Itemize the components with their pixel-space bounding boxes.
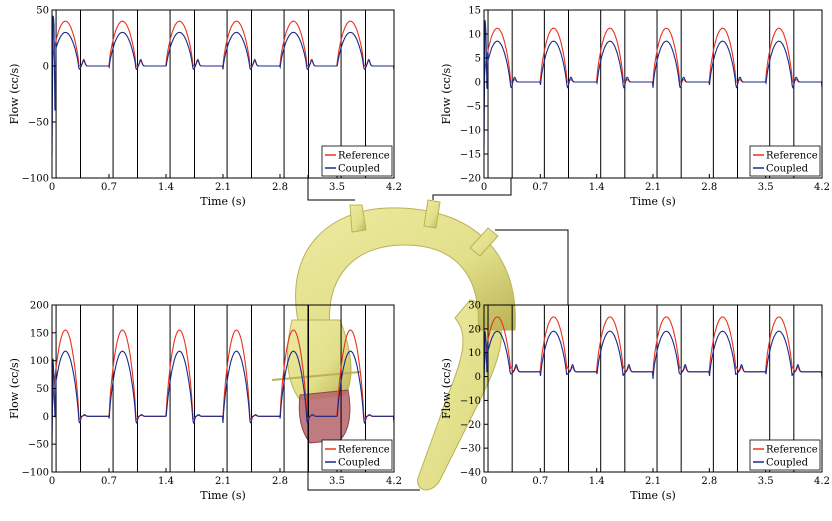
connector-line xyxy=(495,229,569,305)
x-tick-label: 0.7 xyxy=(532,182,548,193)
series-line-coupled xyxy=(51,350,395,445)
legend: Reference Coupled xyxy=(749,439,821,471)
y-tick-label: 15 xyxy=(468,6,481,17)
series-line-coupled xyxy=(483,20,823,150)
x-axis-label: Time (s) xyxy=(630,489,676,502)
y-tick-label: 10 xyxy=(468,348,481,359)
y-tick-label: 20 xyxy=(468,324,481,335)
x-tick-label: 0 xyxy=(481,476,487,487)
x-axis-label: Time (s) xyxy=(200,195,246,208)
y-tick-label: 150 xyxy=(30,328,49,339)
x-tick-label: 1.4 xyxy=(589,182,605,193)
y-tick-label: −30 xyxy=(460,444,481,455)
x-tick-label: 1.4 xyxy=(158,476,174,487)
descending-aorta xyxy=(417,299,502,491)
chart-bottom-right: 0 0.7 1.4 2.1 2.8 3.5 4.2 30 20 10 0 −10 −20 −30 −40 Ti… xyxy=(440,301,830,503)
y-tick-label: 0 xyxy=(43,412,49,423)
y-tick-label: −10 xyxy=(460,126,481,137)
x-axis-label: Time (s) xyxy=(630,195,676,208)
legend-box xyxy=(321,439,393,471)
legend-label-coupled: Coupled xyxy=(338,458,381,469)
aortic-arch xyxy=(295,207,516,331)
x-tick-label: 0.7 xyxy=(101,182,117,193)
y-tick-label: −20 xyxy=(460,174,481,185)
legend-label-coupled: Coupled xyxy=(766,164,809,175)
x-tick-label: 4.2 xyxy=(386,182,402,193)
y-tick-label: −100 xyxy=(22,174,49,185)
legend-label-reference: Reference xyxy=(338,445,390,456)
legend-label-reference: Reference xyxy=(338,151,390,162)
y-axis-label: Flow (cc/s) xyxy=(440,358,453,419)
y-tick-label: 50 xyxy=(36,6,49,17)
x-tick-label: 2.8 xyxy=(272,182,288,193)
x-tick-label: 2.8 xyxy=(701,182,717,193)
y-tick-label: 10 xyxy=(468,30,481,41)
legend-label-reference: Reference xyxy=(766,151,818,162)
series-line-coupled xyxy=(483,330,823,389)
x-tick-label: 2.1 xyxy=(645,476,661,487)
branch-brachiocephalic xyxy=(349,204,367,233)
legend-label-reference: Reference xyxy=(766,445,818,456)
y-tick-label: −100 xyxy=(22,468,49,479)
y-tick-label: −5 xyxy=(466,102,481,113)
legend-label-coupled: Coupled xyxy=(338,164,381,175)
x-tick-label: 3.5 xyxy=(329,182,345,193)
legend-box xyxy=(749,145,821,177)
aorta-model xyxy=(271,199,516,491)
y-tick-label: −40 xyxy=(460,468,481,479)
legend: Reference Coupled xyxy=(321,145,393,177)
y-tick-label: 50 xyxy=(36,384,49,395)
x-tick-label: 2.1 xyxy=(215,476,231,487)
x-tick-label: 0.7 xyxy=(101,476,117,487)
x-tick-label: 4.2 xyxy=(386,476,402,487)
x-tick-label: 0.7 xyxy=(532,476,548,487)
series-line-coupled xyxy=(51,15,395,156)
y-tick-label: 0 xyxy=(43,62,49,73)
y-axis-label: Flow (cc/s) xyxy=(8,358,21,419)
legend: Reference Coupled xyxy=(321,439,393,471)
x-tick-label: 3.5 xyxy=(758,476,774,487)
y-tick-label: −50 xyxy=(28,440,49,451)
y-tick-label: 0 xyxy=(475,78,481,89)
x-axis-label: Time (s) xyxy=(200,489,246,502)
chart-top-left: 0 0.7 1.4 2.1 2.8 3.5 4.2 50 0 −50 −100 Time (s) Flo… xyxy=(8,6,402,209)
x-tick-label: 2.1 xyxy=(645,182,661,193)
connector-line xyxy=(432,178,512,200)
y-tick-label: 200 xyxy=(30,301,49,312)
y-tick-label: −15 xyxy=(460,150,481,161)
connector-line xyxy=(307,175,355,201)
x-tick-label: 1.4 xyxy=(589,476,605,487)
x-tick-label: 1.4 xyxy=(158,182,174,193)
y-tick-label: −50 xyxy=(28,118,49,129)
legend-label-coupled: Coupled xyxy=(766,458,809,469)
y-axis-label: Flow (cc/s) xyxy=(440,64,453,125)
x-tick-label: 4.2 xyxy=(814,182,830,193)
y-tick-label: 100 xyxy=(30,356,49,367)
legend-box xyxy=(321,145,393,177)
y-tick-label: 30 xyxy=(468,301,481,312)
branch-subclavian xyxy=(469,227,499,257)
y-tick-label: 0 xyxy=(475,372,481,383)
y-tick-label: −20 xyxy=(460,420,481,431)
x-tick-label: 4.2 xyxy=(814,476,830,487)
chart-top-right: 0 0.7 1.4 2.1 2.8 3.5 4.2 15 10 5 0 −5 −10 −15 −20 Time… xyxy=(440,6,830,209)
chart-bottom-left: 0 0.7 1.4 2.1 2.8 3.5 4.2 200 150 100 50 0 −50 −100 Ti… xyxy=(8,301,402,503)
x-tick-label: 0 xyxy=(481,182,487,193)
x-tick-label: 2.8 xyxy=(701,476,717,487)
x-tick-label: 0 xyxy=(49,476,55,487)
x-tick-label: 3.5 xyxy=(329,476,345,487)
coronary-stub xyxy=(271,371,361,381)
x-tick-label: 0 xyxy=(49,182,55,193)
legend-box xyxy=(749,439,821,471)
y-tick-label: −10 xyxy=(460,396,481,407)
legend: Reference Coupled xyxy=(749,145,821,177)
y-axis-label: Flow (cc/s) xyxy=(8,64,21,125)
branch-carotid xyxy=(423,199,441,229)
x-tick-label: 2.8 xyxy=(272,476,288,487)
y-tick-label: 5 xyxy=(475,54,481,65)
x-tick-label: 2.1 xyxy=(215,182,231,193)
x-tick-label: 3.5 xyxy=(758,182,774,193)
